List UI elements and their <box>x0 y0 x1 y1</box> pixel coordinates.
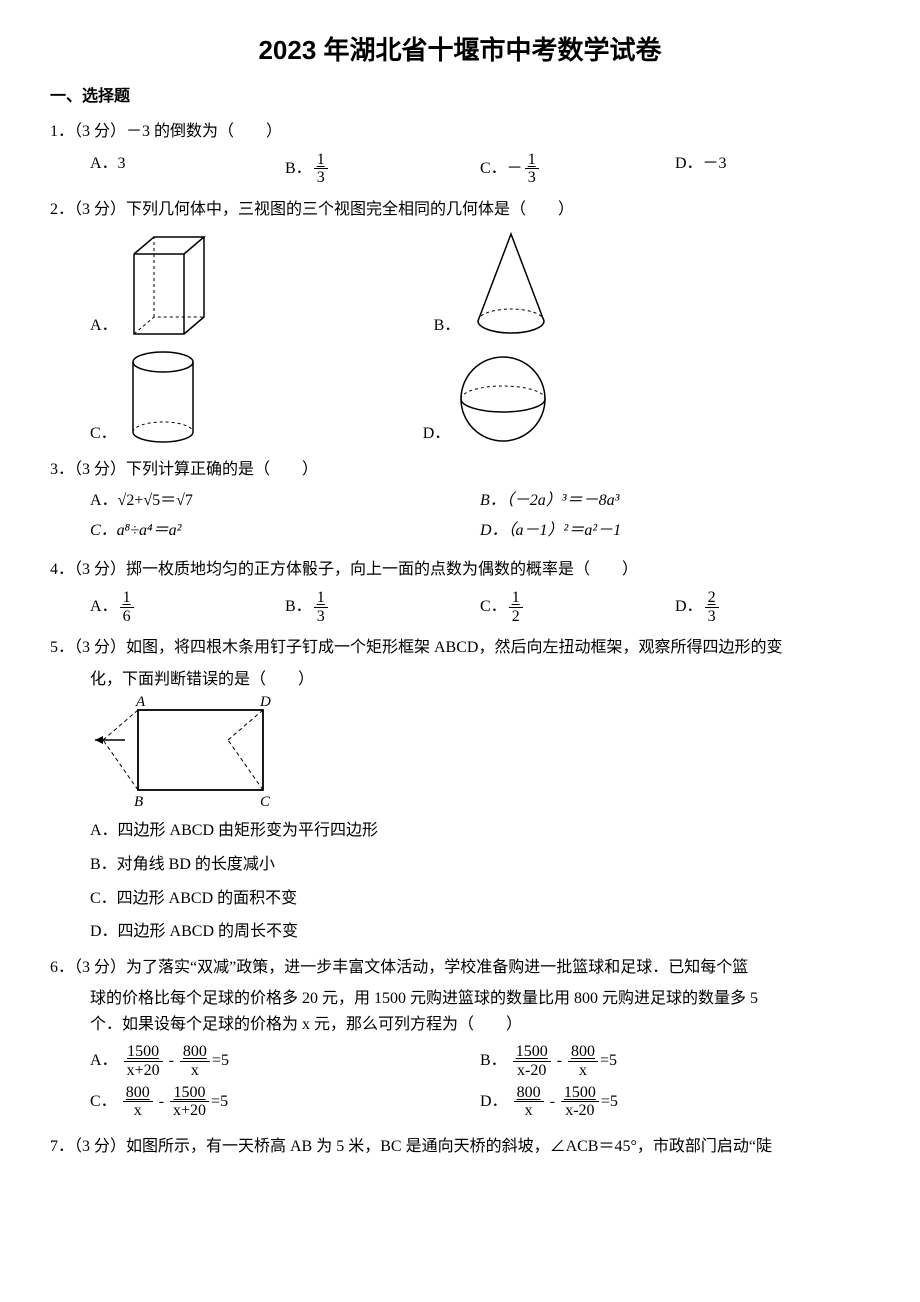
q6-cont2: 个．如果设每个足球的价格为 x 元，那么可列方程为（ ） <box>90 1012 870 1038</box>
svg-text:B: B <box>134 794 143 810</box>
q6-opt-d: D． 800x - 1500x-20=5 <box>480 1084 870 1120</box>
question-5: 5．（3 分）如图，将四根木条用钉子钉成一个矩形框架 ABCD，然后向左扭动框架… <box>50 635 870 661</box>
q7-stem: 7．（3 分）如图所示，有一天桥高 AB 为 5 米，BC 是通向天桥的斜坡，∠… <box>50 1138 772 1155</box>
svg-text:A: A <box>135 694 146 710</box>
q2-opt-a: A． <box>90 229 214 339</box>
q2-row1: A． B． <box>90 229 870 339</box>
q5-figure: A D B C <box>90 692 870 812</box>
q6-opt-c: C． 800x - 1500x+20=5 <box>90 1084 480 1120</box>
q1-options: A．3 B．13 C．－13 D．－3 <box>90 151 870 187</box>
question-4: 4．（3 分）掷一枚质地均匀的正方体骰子，向上一面的点数为偶数的概率是（ ） <box>50 557 870 583</box>
q4-stem: 4．（3 分）掷一枚质地均匀的正方体骰子，向上一面的点数为偶数的概率是（ ） <box>50 561 638 578</box>
cone-icon <box>466 229 556 339</box>
q1-opt-a: A．3 <box>90 151 285 187</box>
svg-text:C: C <box>260 794 271 810</box>
cylinder-icon <box>123 347 203 447</box>
question-7: 7．（3 分）如图所示，有一天桥高 AB 为 5 米，BC 是通向天桥的斜坡，∠… <box>50 1134 870 1160</box>
q2-opt-c: C． <box>90 347 203 447</box>
fraction-1-3: 13 <box>314 151 328 187</box>
section-header: 一、选择题 <box>50 84 870 110</box>
q5-cont: 化，下面判断错误的是（ ） <box>90 667 870 693</box>
q3-stem: 3．（3 分）下列计算正确的是（ ） <box>50 461 318 478</box>
q1-opt-b: B．13 <box>285 151 480 187</box>
question-2: 2．（3 分）下列几何体中，三视图的三个视图完全相同的几何体是（ ） <box>50 197 870 223</box>
q6-cont1: 球的价格比每个足球的价格多 20 元，用 1500 元购进篮球的数量比用 800… <box>90 986 870 1012</box>
q1-opt-c: C．－13 <box>480 151 675 187</box>
sphere-icon <box>456 352 551 447</box>
question-1: 1．（3 分）－3 的倒数为（ ） <box>50 119 870 145</box>
q5-opt-d: D．四边形 ABCD 的周长不变 <box>90 919 870 945</box>
cuboid-icon <box>124 229 214 339</box>
q1-stem: 1．（3 分）－3 的倒数为（ ） <box>50 123 282 140</box>
q3-options: A．√2+√5＝√7 B．（－2a）³＝－8a³ C．a⁸÷a⁴＝a² D．（a… <box>90 488 870 547</box>
fraction-neg-1-3: 13 <box>525 151 539 187</box>
q2-stem: 2．（3 分）下列几何体中，三视图的三个视图完全相同的几何体是（ ） <box>50 201 574 218</box>
q6-opt-b: B． 1500x-20 - 800x=5 <box>480 1043 870 1079</box>
q5-stem: 5．（3 分）如图，将四根木条用钉子钉成一个矩形框架 ABCD，然后向左扭动框架… <box>50 639 782 656</box>
question-6: 6．（3 分）为了落实“双减”政策，进一步丰富文体活动，学校准备购进一批篮球和足… <box>50 955 870 981</box>
parallelogram-icon: A D B C <box>90 692 280 812</box>
q3-opt-c: C．a⁸÷a⁴＝a² <box>90 518 480 544</box>
q5-options: A．四边形 ABCD 由矩形变为平行四边形 B．对角线 BD 的长度减小 C．四… <box>90 818 870 944</box>
q3-opt-b: B．（－2a）³＝－8a³ <box>480 488 870 514</box>
svg-text:D: D <box>259 694 271 710</box>
q6-stem: 6．（3 分）为了落实“双减”政策，进一步丰富文体活动，学校准备购进一批篮球和足… <box>50 959 748 976</box>
q2-opt-b: B． <box>434 229 557 339</box>
q3-opt-a: A．√2+√5＝√7 <box>90 488 480 514</box>
question-3: 3．（3 分）下列计算正确的是（ ） <box>50 457 870 483</box>
q6-options: A． 1500x+20 - 800x=5 B． 1500x-20 - 800x=… <box>90 1043 870 1123</box>
q5-opt-c: C．四边形 ABCD 的面积不变 <box>90 886 870 912</box>
q1-opt-d: D．－3 <box>675 151 870 187</box>
q4-opt-c: C．12 <box>480 589 675 625</box>
exam-title: 2023 年湖北省十堰市中考数学试卷 <box>50 30 870 72</box>
q2-row2: C． D． <box>90 347 870 447</box>
q2-opt-d: D． <box>423 352 552 447</box>
q4-opt-d: D．23 <box>675 589 870 625</box>
q4-opt-b: B．13 <box>285 589 480 625</box>
q5-opt-b: B．对角线 BD 的长度减小 <box>90 852 870 878</box>
q6-opt-a: A． 1500x+20 - 800x=5 <box>90 1043 480 1079</box>
q4-options: A．16 B．13 C．12 D．23 <box>90 589 870 625</box>
q3-opt-d: D．（a－1）²＝a²－1 <box>480 518 870 544</box>
q5-opt-a: A．四边形 ABCD 由矩形变为平行四边形 <box>90 818 870 844</box>
q4-opt-a: A．16 <box>90 589 285 625</box>
